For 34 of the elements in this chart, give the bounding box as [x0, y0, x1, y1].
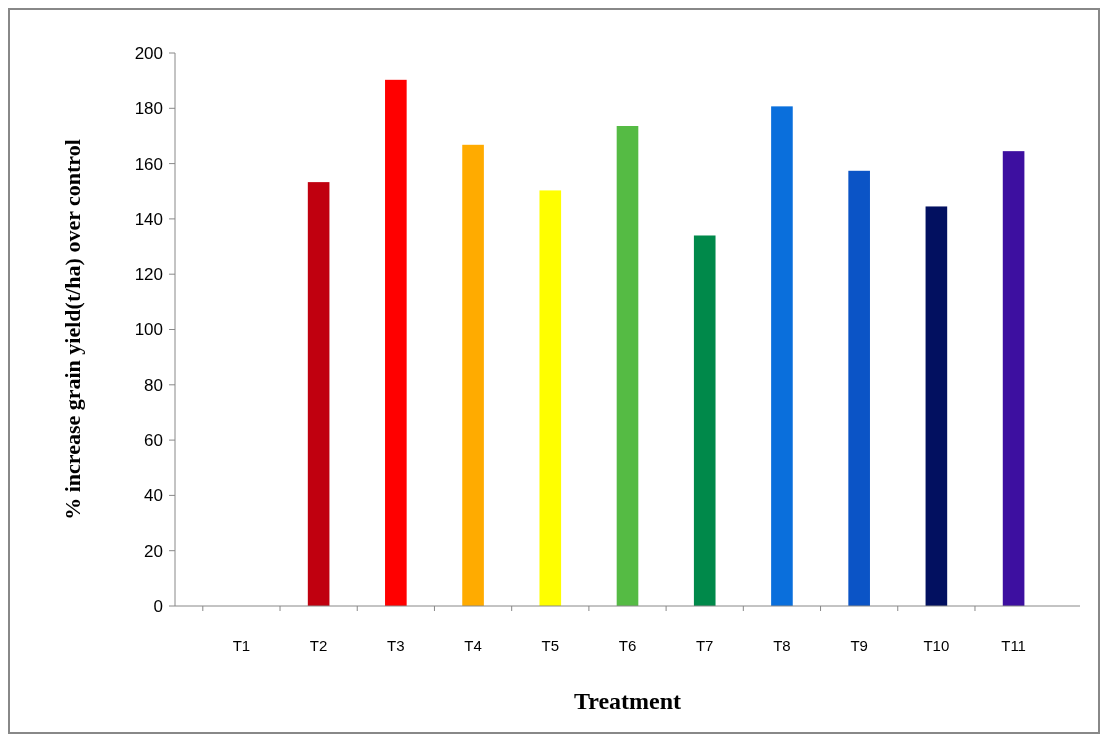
- bar: [848, 170, 870, 606]
- bar: [385, 79, 407, 606]
- bar: [925, 206, 948, 606]
- x-tick-label: T11: [1001, 637, 1026, 654]
- x-tick-label: T6: [618, 637, 637, 654]
- y-tick-label: 0: [153, 596, 163, 616]
- x-tick-label: T4: [464, 637, 482, 654]
- y-tick-label: 80: [144, 375, 163, 395]
- y-tick-label: 100: [134, 320, 163, 340]
- x-tick-label: T5: [541, 637, 560, 654]
- x-tick-label: T1: [232, 637, 251, 654]
- y-tick-label: 40: [144, 486, 163, 506]
- x-tick-label: T3: [387, 637, 405, 654]
- y-axis-title: % increase grain yield(t/ha) over control: [60, 139, 85, 520]
- bar: [462, 144, 484, 606]
- bar: [539, 190, 562, 606]
- bar: [693, 235, 716, 606]
- bar: [307, 182, 330, 606]
- y-tick-label: 200: [134, 43, 163, 63]
- x-axis-title: Treatment: [573, 688, 682, 714]
- bar: [616, 126, 639, 606]
- y-tick-label: 160: [134, 154, 163, 174]
- y-tick-label: 180: [134, 99, 163, 119]
- y-tick-label: 60: [144, 431, 163, 451]
- y-tick-label: 20: [144, 541, 163, 561]
- x-tick-label: T2: [309, 637, 328, 654]
- x-tick-label: T7: [695, 637, 714, 654]
- bar: [771, 106, 793, 606]
- x-tick-label: T10: [923, 637, 950, 654]
- y-tick-label: 120: [134, 265, 163, 285]
- x-tick-label: T9: [850, 637, 868, 654]
- y-tick-label: 140: [134, 209, 163, 229]
- bar: [1002, 151, 1025, 606]
- x-tick-label: T8: [773, 637, 791, 654]
